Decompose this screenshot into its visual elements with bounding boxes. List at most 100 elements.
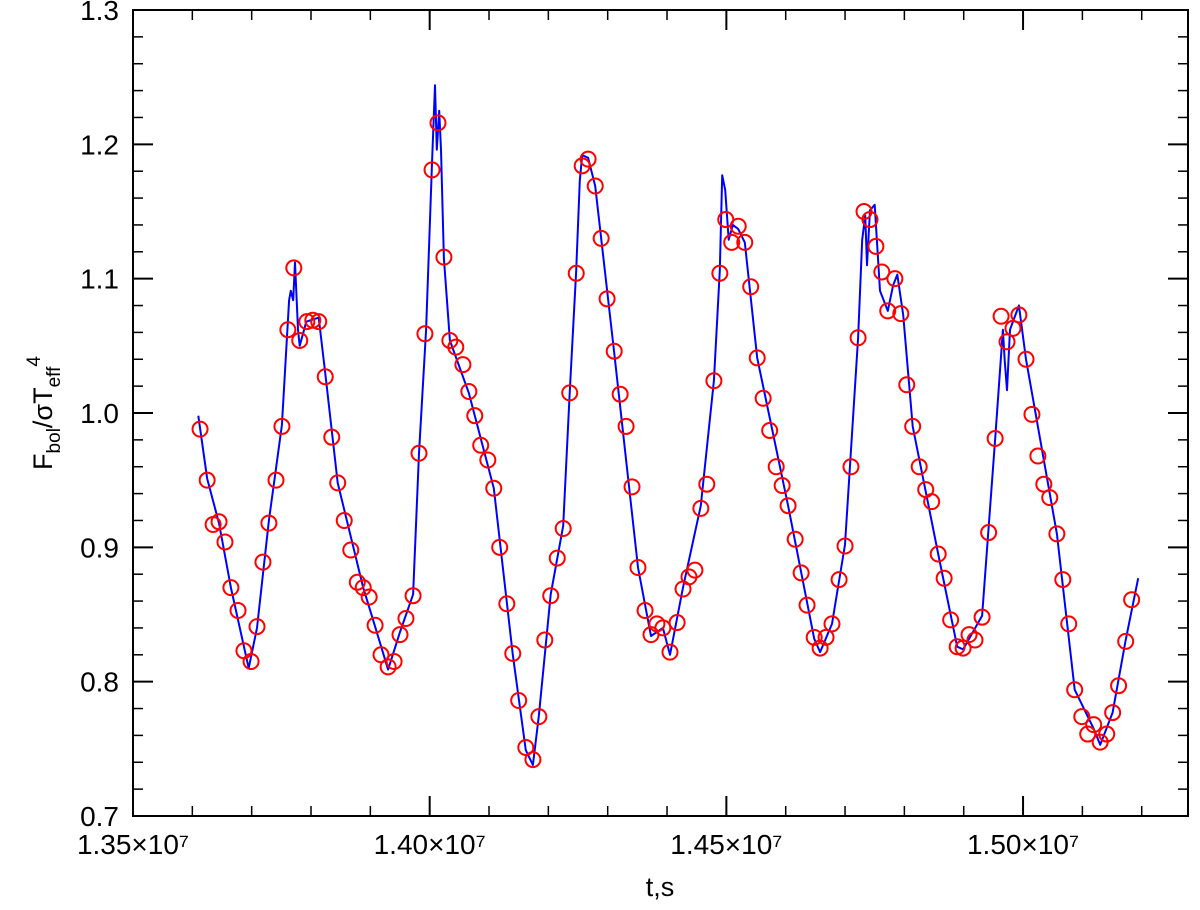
data-point: [598, 290, 616, 308]
data-point: [1079, 725, 1097, 743]
x-axis-label: t,s: [646, 872, 675, 902]
data-point: [310, 313, 328, 331]
data-point: [1017, 350, 1035, 368]
y-axis-label: Fbol/σTeff4: [24, 356, 65, 470]
data-point: [323, 428, 341, 446]
data-point: [579, 150, 597, 168]
data-point: [242, 653, 260, 671]
data-point: [429, 114, 447, 132]
data-point: [1029, 447, 1047, 465]
data-point: [654, 619, 672, 637]
data-point: [472, 436, 490, 454]
data-point: [273, 417, 291, 435]
data-point: [410, 444, 428, 462]
data-point: [191, 420, 209, 438]
plot-data: [191, 84, 1141, 769]
data-point: [736, 233, 754, 251]
data-point: [942, 611, 960, 629]
data-point: [1023, 405, 1041, 423]
data-point: [530, 708, 548, 726]
data-point: [836, 537, 854, 555]
y-tick-label: 0.8: [80, 667, 119, 698]
data-point: [379, 658, 397, 676]
data-point: [1104, 704, 1122, 722]
data-point: [923, 493, 941, 511]
data-point: [542, 587, 560, 605]
data-point: [948, 638, 966, 656]
data-point: [1117, 632, 1135, 650]
data-point: [705, 372, 723, 390]
data-point: [536, 631, 554, 649]
data-point: [304, 311, 322, 329]
data-point: [623, 478, 641, 496]
data-point: [748, 349, 766, 367]
data-point: [904, 417, 922, 435]
data-point: [279, 321, 297, 339]
data-point: [830, 571, 848, 589]
y-tick-label: 1.1: [80, 264, 119, 295]
data-point: [823, 615, 841, 633]
y-tick-label: 0.7: [80, 801, 119, 832]
data-point: [605, 342, 623, 360]
x-tick-label: 1.45×10⁷: [670, 829, 782, 860]
x-tick-label: 1.35×10⁷: [77, 829, 189, 860]
data-point: [1066, 681, 1084, 699]
y-tick-label: 1.0: [80, 398, 119, 429]
data-point: [460, 383, 478, 401]
data-point: [447, 338, 465, 356]
data-point: [886, 270, 904, 288]
data-point: [1060, 615, 1078, 633]
data-point: [767, 458, 785, 476]
data-point: [561, 384, 579, 402]
data-point: [491, 538, 509, 556]
data-point: [254, 553, 272, 571]
data-point: [723, 233, 741, 251]
data-point: [479, 451, 497, 469]
data-point: [786, 530, 804, 548]
y-tick-label: 1.2: [80, 129, 119, 160]
data-point: [842, 458, 860, 476]
data-point: [910, 458, 928, 476]
data-point: [867, 237, 885, 255]
data-point: [711, 264, 729, 282]
data-point: [222, 579, 240, 597]
y-tick-label: 0.9: [80, 532, 119, 563]
data-point: [1054, 571, 1072, 589]
data-point: [510, 691, 528, 709]
data-point: [360, 588, 378, 606]
data-point: [980, 524, 998, 542]
data-point: [849, 329, 867, 347]
data-point: [1110, 677, 1128, 695]
data-point: [342, 541, 360, 559]
data-point: [348, 573, 366, 591]
data-point: [1010, 306, 1028, 324]
data-point: [416, 325, 434, 343]
data-point: [454, 356, 472, 374]
data-point: [611, 385, 629, 403]
data-point: [198, 471, 216, 489]
data-point: [335, 511, 353, 529]
data-point: [729, 217, 747, 235]
data-point: [435, 248, 453, 266]
data-point: [291, 331, 309, 349]
data-point: [391, 626, 409, 644]
data-point: [498, 595, 516, 613]
data-point: [973, 608, 991, 626]
data-point: [248, 618, 266, 636]
data-point: [216, 533, 234, 551]
data-point: [385, 653, 403, 671]
y-tick-label: 1.3: [80, 0, 119, 26]
data-point: [267, 471, 285, 489]
data-point: [1048, 525, 1066, 543]
model-line: [197, 84, 1140, 766]
data-point: [668, 614, 686, 632]
data-point: [298, 313, 316, 331]
data-point: [861, 211, 879, 229]
data-point: [210, 513, 228, 531]
data-point: [554, 520, 572, 538]
data-point: [1123, 591, 1141, 609]
y-axis-label-part: 4: [24, 356, 45, 367]
data-point: [892, 305, 910, 323]
data-point: [285, 259, 303, 277]
